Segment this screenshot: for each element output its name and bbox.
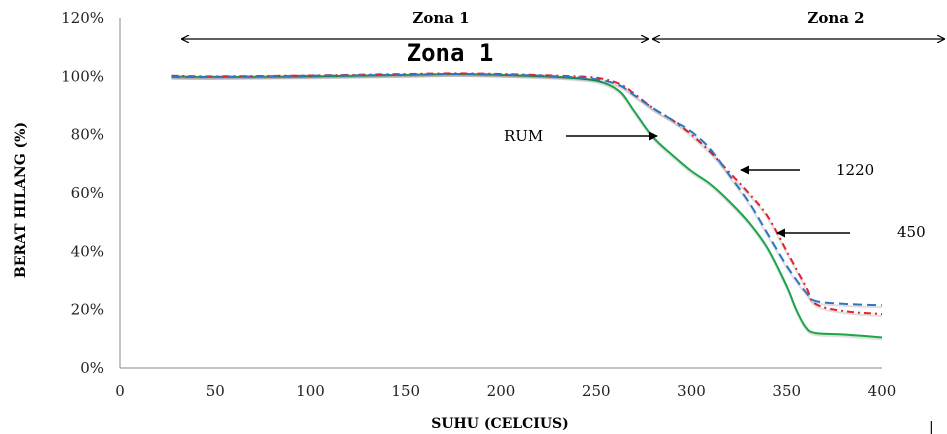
axes [119,18,882,369]
series-line-shadow [171,74,883,309]
x-tick-labels: 0 50 100 150 200 250 300 350 400 [115,382,896,400]
y-tick-labels: 0% 20% 40% 60% 80% 100% 120% [61,9,104,377]
x-tick-label: 0 [115,382,125,400]
series-line-shadow [171,74,883,318]
series-line-1220 [171,72,883,316]
y-tick-label: 40% [71,242,104,260]
y-tick-label: 0% [80,359,104,377]
zone-1-label: Zona 1 [412,9,469,27]
y-tick-label: 80% [71,126,104,144]
y-tick-label: 120% [61,9,104,27]
y-tick-label: 100% [61,67,104,85]
annotation-450-label: 450 [897,223,926,241]
y-tick-label: 20% [71,301,104,319]
x-tick-label: 50 [206,382,225,400]
series-line-450 [171,72,883,307]
x-axis-title: SUHU (CELCIUS) [431,416,569,432]
x-tick-label: 400 [868,382,897,400]
series-line-shadow [171,74,883,341]
zone-big-label: Zona 1 [407,39,494,67]
x-tick-label: 100 [296,382,325,400]
series-line-rum [171,72,883,339]
x-tick-label: 350 [772,382,801,400]
x-tick-label: 150 [391,382,420,400]
annotation-1220-label: 1220 [836,161,874,179]
zone-markers: Zona 1 Zona 2 Zona 1 [182,9,944,67]
y-axis-title: BERAT HILANG (%) [13,122,29,278]
annotation-rum-label: RUM [504,127,543,145]
zone-2-label: Zona 2 [807,9,864,27]
x-tick-label: 250 [582,382,611,400]
x-tick-label: 200 [487,382,516,400]
annotations: RUM 1220 450 [504,127,926,241]
x-tick-label: 300 [677,382,706,400]
edge-mark: | [929,420,934,434]
y-tick-label: 60% [71,184,104,202]
series-layer [171,72,883,341]
